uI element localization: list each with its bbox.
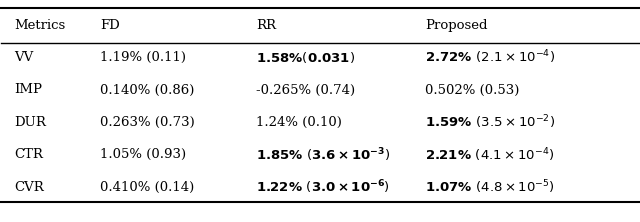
Text: $\mathbf{1.07\%}$ $(4.8\times 10^{-5})$: $\mathbf{1.07\%}$ $(4.8\times 10^{-5})$ [425,178,555,196]
Text: -0.265% (0.74): -0.265% (0.74) [256,83,355,97]
Text: $\mathbf{1.58\% \left(0.031\right)}$: $\mathbf{1.58\% \left(0.031\right)}$ [256,50,355,65]
Text: $\mathbf{2.72\%}$ $(2.1\times 10^{-4})$: $\mathbf{2.72\%}$ $(2.1\times 10^{-4})$ [425,49,556,66]
Text: RR: RR [256,19,276,32]
Text: Proposed: Proposed [425,19,488,32]
Text: DUR: DUR [14,116,46,129]
Text: 0.502% (0.53): 0.502% (0.53) [425,83,520,97]
Text: $\mathbf{2.21\%}$ $(4.1\times 10^{-4})$: $\mathbf{2.21\%}$ $(4.1\times 10^{-4})$ [425,146,555,164]
Text: FD: FD [100,19,120,32]
Text: 1.19% (0.11): 1.19% (0.11) [100,51,186,64]
Text: $\mathbf{1.85\%}$ $(\mathbf{3.6\times 10^{-3}})$: $\mathbf{1.85\%}$ $(\mathbf{3.6\times 10… [256,146,390,164]
Text: CVR: CVR [14,181,44,194]
Text: IMP: IMP [14,83,42,97]
Text: $\mathbf{1.22\%}$ $(\mathbf{3.0\times 10^{-6}})$: $\mathbf{1.22\%}$ $(\mathbf{3.0\times 10… [256,178,390,196]
Text: 1.24% (0.10): 1.24% (0.10) [256,116,342,129]
Text: 0.263% (0.73): 0.263% (0.73) [100,116,195,129]
Text: CTR: CTR [14,148,43,161]
Text: 0.140% (0.86): 0.140% (0.86) [100,83,195,97]
Text: VV: VV [14,51,33,64]
Text: Metrics: Metrics [14,19,65,32]
Text: $\mathbf{1.59\%}$ $(3.5\times 10^{-2})$: $\mathbf{1.59\%}$ $(3.5\times 10^{-2})$ [425,114,556,131]
Text: 0.410% (0.14): 0.410% (0.14) [100,181,195,194]
Text: 1.05% (0.93): 1.05% (0.93) [100,148,186,161]
